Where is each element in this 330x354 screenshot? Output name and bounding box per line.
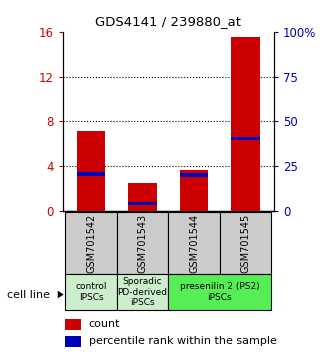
Bar bbox=[117, 274, 168, 310]
Bar bbox=[128, 183, 157, 211]
Text: GSM701542: GSM701542 bbox=[86, 214, 96, 273]
Text: Sporadic
PD-derived
iPSCs: Sporadic PD-derived iPSCs bbox=[117, 277, 168, 307]
Bar bbox=[231, 137, 260, 140]
Text: percentile rank within the sample: percentile rank within the sample bbox=[89, 336, 277, 346]
Bar bbox=[77, 131, 105, 211]
Text: presenilin 2 (PS2)
iPSCs: presenilin 2 (PS2) iPSCs bbox=[180, 282, 260, 302]
Bar bbox=[168, 212, 220, 274]
Text: GSM701545: GSM701545 bbox=[241, 214, 250, 273]
Bar bbox=[180, 173, 208, 177]
Bar bbox=[220, 212, 271, 274]
Bar bbox=[65, 274, 117, 310]
Bar bbox=[180, 170, 208, 211]
Text: cell line: cell line bbox=[7, 290, 50, 299]
Bar bbox=[231, 38, 260, 211]
Text: control
IPSCs: control IPSCs bbox=[75, 282, 107, 302]
Title: GDS4141 / 239880_at: GDS4141 / 239880_at bbox=[95, 15, 241, 28]
Text: GSM701543: GSM701543 bbox=[138, 214, 148, 273]
Bar bbox=[128, 202, 157, 205]
Bar bbox=[65, 319, 81, 330]
Bar bbox=[117, 212, 168, 274]
Bar bbox=[65, 212, 117, 274]
Text: GSM701544: GSM701544 bbox=[189, 214, 199, 273]
Text: count: count bbox=[89, 319, 120, 329]
Bar bbox=[168, 274, 271, 310]
Bar bbox=[65, 336, 81, 347]
Bar bbox=[77, 172, 105, 176]
Polygon shape bbox=[58, 291, 64, 298]
